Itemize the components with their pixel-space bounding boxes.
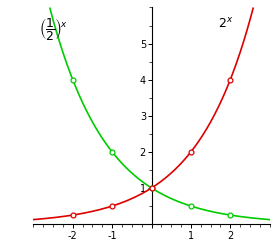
Text: $2^x$: $2^x$: [219, 16, 234, 30]
Text: $\left(\dfrac{1}{2}\right)^{\!x}$: $\left(\dfrac{1}{2}\right)^{\!x}$: [39, 16, 68, 43]
